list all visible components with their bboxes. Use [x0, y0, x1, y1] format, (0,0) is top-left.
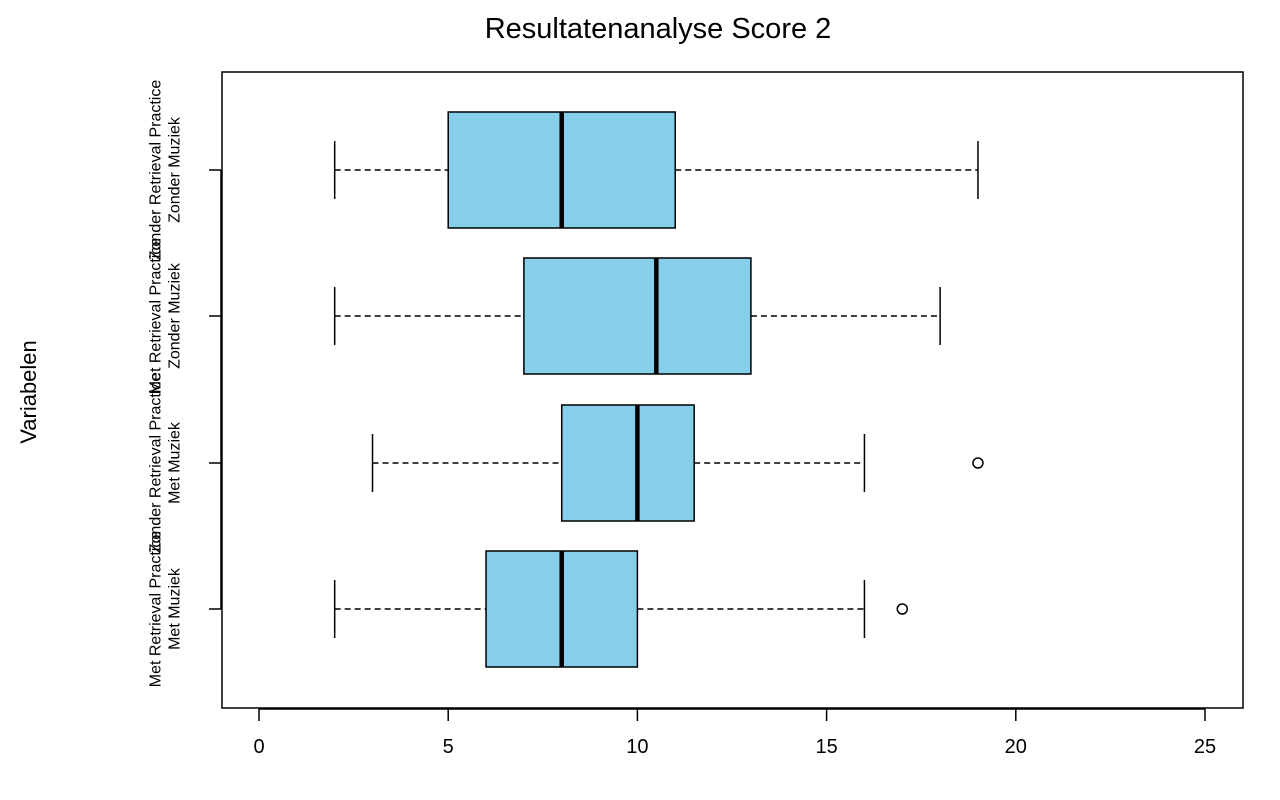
chart-title: Resultatenanalyse Score 2 [485, 13, 832, 45]
box-group [333, 257, 941, 375]
y-tick-label-line: Zonder Muziek [167, 116, 184, 223]
y-tick-label-line: Met Muziek [167, 567, 184, 650]
x-tick-label: 10 [626, 736, 648, 758]
y-tick-label-line: Zonder Retrieval Practice [148, 373, 165, 554]
box-group [371, 404, 984, 522]
box-group [333, 111, 979, 229]
y-tick-label: Met Retrieval Practice Met Muziek [148, 531, 184, 688]
outlier-point [972, 457, 984, 469]
box-series [333, 111, 984, 668]
y-tick-label: Zonder Retrieval Practice Zonder Muziek [148, 80, 184, 261]
x-tick-label: 0 [253, 736, 264, 758]
x-tick-label: 15 [815, 736, 837, 758]
plot-frame [221, 71, 1244, 709]
y-tick-label: Zonder Retrieval Practice Met Muziek [148, 373, 184, 554]
y-axis-label: Variabelen [16, 340, 41, 444]
x-tick-label: 25 [1194, 736, 1216, 758]
box-group [333, 550, 909, 668]
x-tick-label: 5 [443, 736, 454, 758]
y-tick-label-line: Met Retrieval Practice [148, 531, 165, 688]
x-tick-label: 20 [1005, 736, 1027, 758]
box-iqr [523, 257, 752, 375]
y-tick-label-line: Zonder Muziek [167, 262, 184, 369]
y-tick-label-line: Zonder Retrieval Practice [148, 80, 165, 261]
y-tick-label: Met Retrieval Practice Zonder Muziek [148, 238, 184, 395]
y-tick-label-line: Met Retrieval Practice [148, 238, 165, 395]
outlier-point [896, 603, 909, 615]
box-iqr [560, 404, 695, 522]
y-tick-label-line: Met Muziek [167, 421, 184, 504]
x-axis: 0 5 10 15 20 25 [253, 708, 1216, 758]
